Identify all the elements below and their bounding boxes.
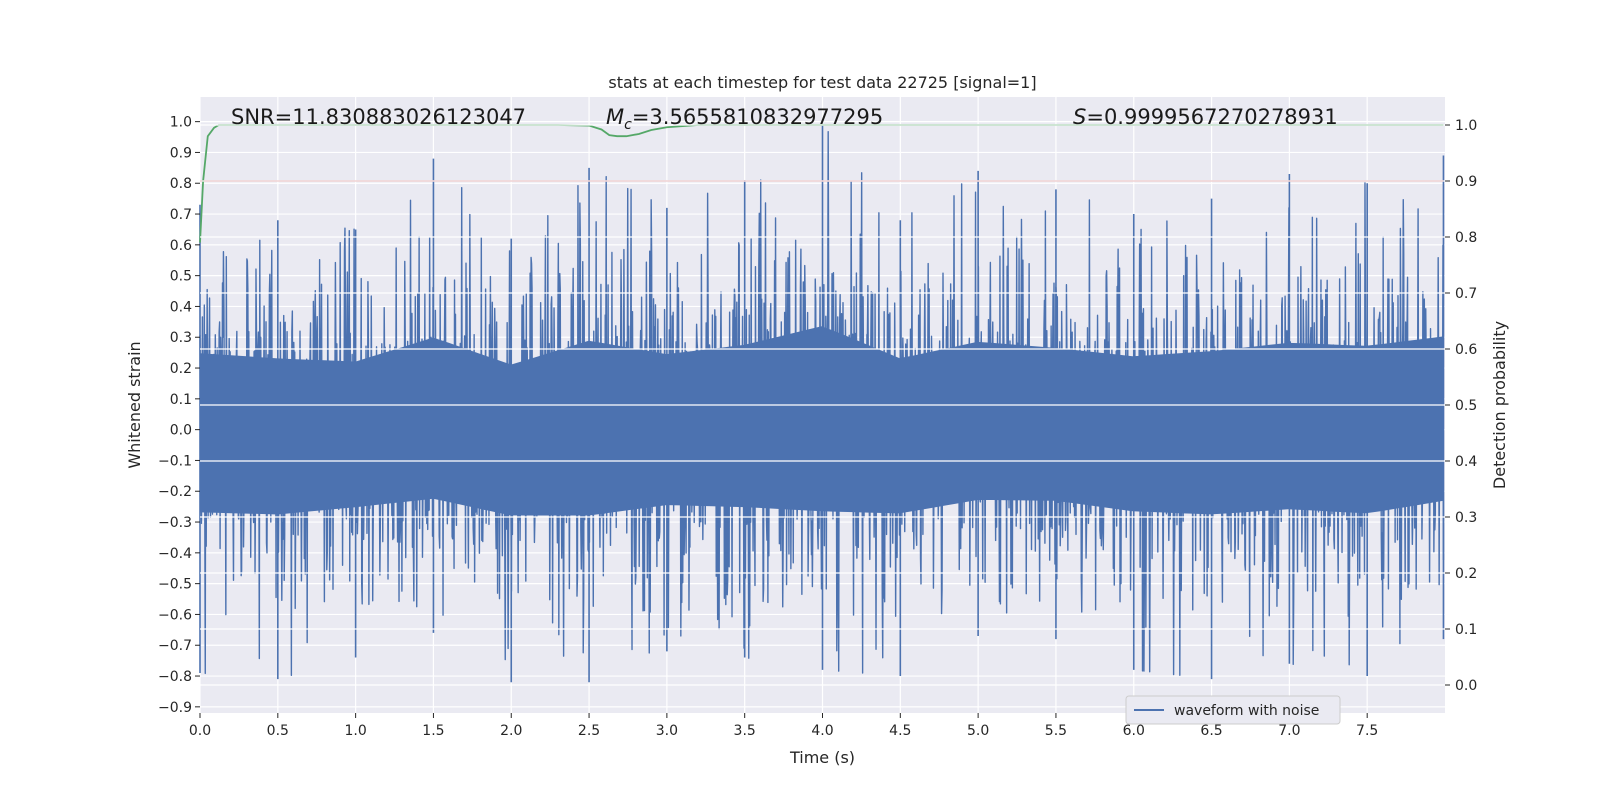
y-tick-label: 0.7 bbox=[170, 207, 192, 223]
detection-statistic-annotation: S=0.9999567270278931 bbox=[1073, 105, 1338, 129]
y-tick-label: 1.0 bbox=[170, 115, 192, 131]
y2-tick-label: 0.7 bbox=[1455, 286, 1477, 302]
legend: waveform with noise bbox=[1125, 695, 1341, 725]
x-tick-label: 3.5 bbox=[734, 723, 756, 739]
y-tick-label: 0.1 bbox=[170, 392, 192, 408]
x-tick-label: 2.5 bbox=[578, 723, 600, 739]
x-tick-label: 2.0 bbox=[500, 723, 522, 739]
y-axis-label: Whitened strain bbox=[125, 341, 144, 468]
x-tick-label: 5.0 bbox=[967, 723, 989, 739]
y2-tick-label: 0.6 bbox=[1455, 342, 1477, 358]
y-tick-label: 0.6 bbox=[170, 238, 192, 254]
x-tick-label: 0.5 bbox=[267, 723, 289, 739]
y-tick-label: −0.1 bbox=[158, 453, 192, 469]
chirp-mass-symbol: M bbox=[606, 105, 624, 129]
waveform-series bbox=[199, 124, 1445, 683]
chirp-mass-subscript: c bbox=[624, 117, 632, 133]
chirp-mass-annotation: Mc=3.5655810832977295 bbox=[606, 105, 883, 133]
x-tick-label: 0.0 bbox=[189, 723, 211, 739]
y2-tick-label: 0.1 bbox=[1455, 622, 1477, 638]
x-tick-label: 3.0 bbox=[656, 723, 678, 739]
chirp-mass-value: =3.5655810832977295 bbox=[632, 105, 883, 129]
y-tick-label: −0.6 bbox=[158, 607, 192, 623]
y2-axis-label: Detection probability bbox=[1490, 321, 1509, 489]
x-tick-label: 4.0 bbox=[811, 723, 833, 739]
y2-tick-label: 0.8 bbox=[1455, 230, 1477, 246]
y2-tick-label: 0.9 bbox=[1455, 174, 1477, 190]
y-tick-label: −0.5 bbox=[158, 577, 192, 593]
snr-annotation: SNR=11.830883026123047 bbox=[231, 105, 526, 129]
y-tick-label: 0.5 bbox=[170, 269, 192, 285]
y2-tick-label: 0.3 bbox=[1455, 510, 1477, 526]
legend-box bbox=[1125, 695, 1341, 725]
x-tick-label: 6.5 bbox=[1200, 723, 1222, 739]
probability-layer bbox=[199, 124, 1445, 686]
y-tick-label: −0.8 bbox=[158, 669, 192, 685]
probability-line bbox=[199, 124, 1444, 243]
y-tick-label: −0.3 bbox=[158, 515, 192, 531]
x-tick-label: 5.5 bbox=[1045, 723, 1067, 739]
x-tick-label: 7.0 bbox=[1278, 723, 1300, 739]
y-tick-label: 0.2 bbox=[170, 361, 192, 377]
x-tick-label: 1.0 bbox=[344, 723, 366, 739]
y-tick-label: 0.4 bbox=[170, 299, 192, 315]
x-tick-label: 4.5 bbox=[889, 723, 911, 739]
detection-statistic-symbol: S bbox=[1073, 105, 1086, 129]
axes: 0.0 0.5 1.0 1.5 2.0 2.5 3.0 3.5 4.0 4.5 5.0 5.5 6.0 6… bbox=[158, 115, 1477, 739]
x-tick-label: 7.5 bbox=[1356, 723, 1378, 739]
x-tick-label: 1.5 bbox=[422, 723, 444, 739]
y-tick-label: 0.3 bbox=[170, 330, 192, 346]
y2-tick-label: 0.5 bbox=[1455, 398, 1477, 414]
y-tick-label: −0.9 bbox=[158, 700, 192, 716]
y2-tick-label: 0.2 bbox=[1455, 566, 1477, 582]
y-tick-label: −0.7 bbox=[158, 638, 192, 654]
x-axis-label: Time (s) bbox=[789, 748, 855, 767]
y-tick-label: −0.4 bbox=[158, 546, 192, 562]
y-tick-label: 0.8 bbox=[170, 176, 192, 192]
chart-title: stats at each timestep for test data 227… bbox=[608, 73, 1036, 92]
detection-statistic-value: =0.9999567270278931 bbox=[1086, 105, 1337, 129]
y-tick-label: −0.2 bbox=[158, 484, 192, 500]
y2-tick-label: 1.0 bbox=[1455, 118, 1477, 134]
y2-tick-label: 0.0 bbox=[1455, 678, 1477, 694]
y2-tick-label: 0.4 bbox=[1455, 454, 1477, 470]
y-tick-label: 0.0 bbox=[170, 423, 192, 439]
y-tick-label: 0.9 bbox=[170, 145, 192, 161]
x-tick-label: 6.0 bbox=[1123, 723, 1145, 739]
legend-entry-waveform: waveform with noise bbox=[1174, 703, 1319, 719]
